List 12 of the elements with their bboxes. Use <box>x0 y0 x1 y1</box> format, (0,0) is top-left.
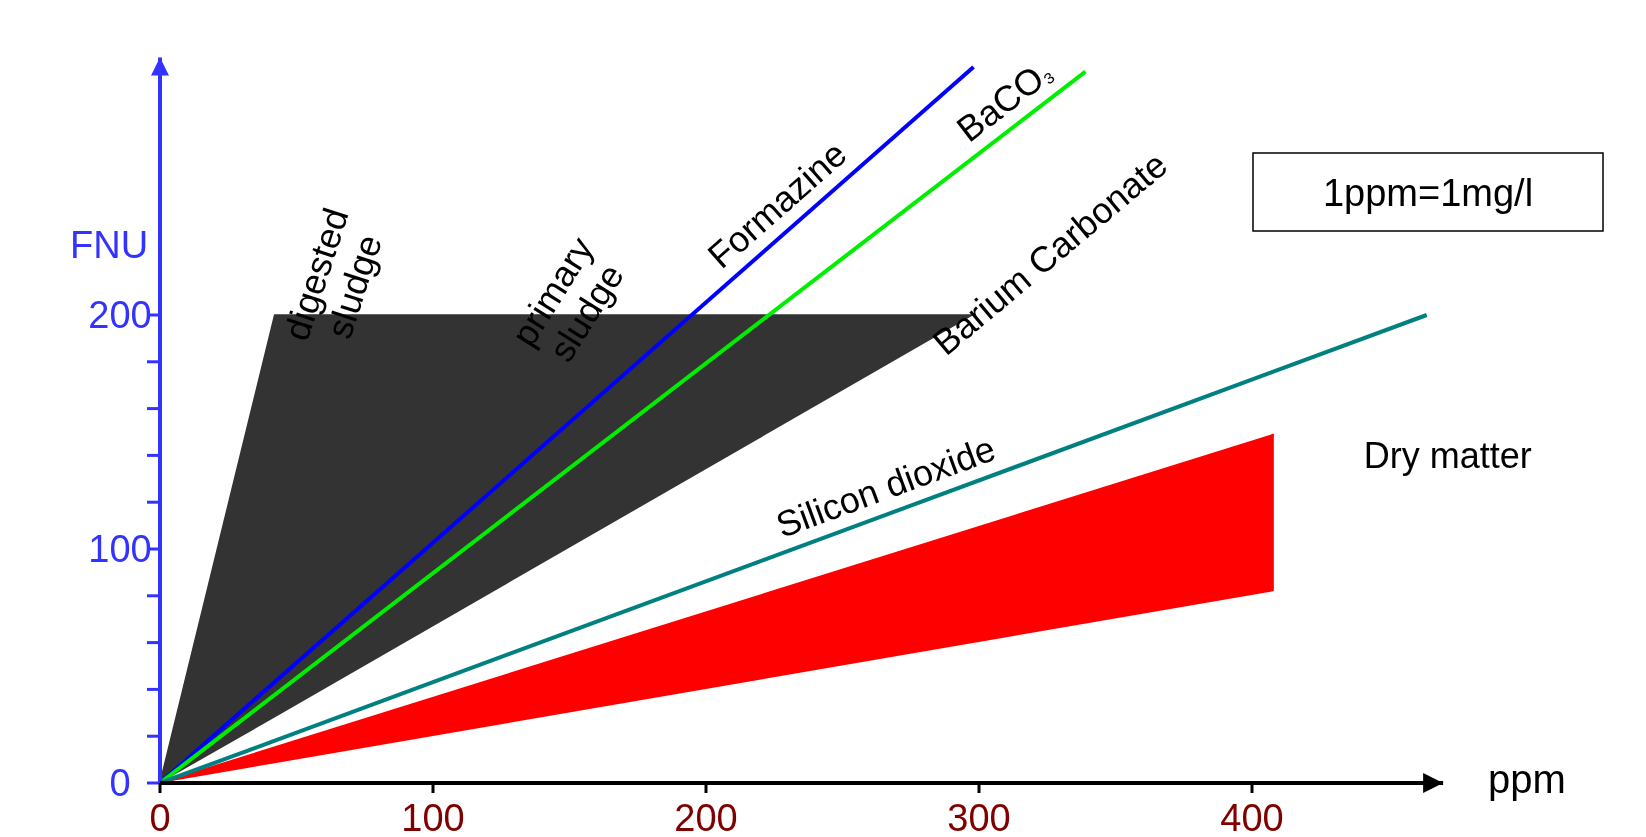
x-tick-label: 400 <box>1220 797 1284 837</box>
y-tick-label: 200 <box>88 294 152 336</box>
y-tick-label: 100 <box>88 528 152 570</box>
text: Dry matter <box>1363 434 1532 476</box>
y-tick-label: 0 <box>109 762 131 804</box>
x-tick-label: 200 <box>674 797 738 837</box>
x-axis-title: ppm <box>1488 757 1566 801</box>
y-axis-title: FNU <box>70 224 149 266</box>
x-tick-label: 300 <box>947 797 1011 837</box>
annotation: 1ppm=1mg/l <box>1322 172 1534 214</box>
text: Silicon dioxide <box>770 427 1001 546</box>
x-tick-label: 100 <box>401 797 465 837</box>
